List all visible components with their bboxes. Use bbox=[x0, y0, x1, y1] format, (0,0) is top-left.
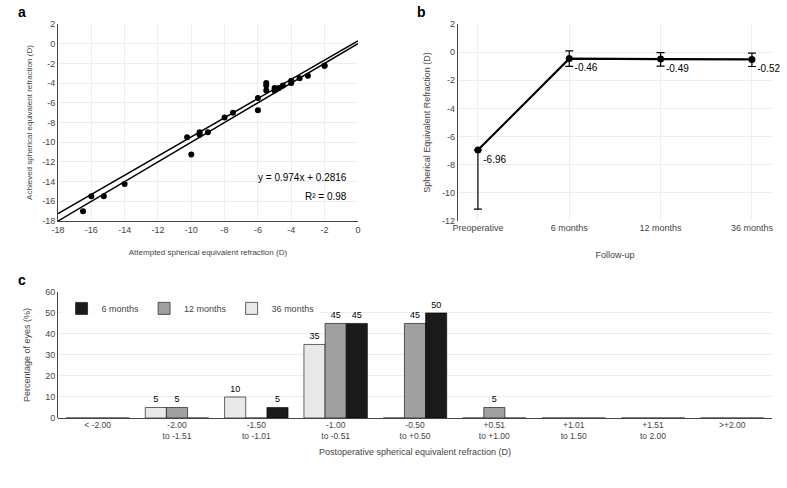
svg-text:-1.00to -0.51: -1.00to -0.51 bbox=[321, 420, 350, 441]
svg-text:-4: -4 bbox=[47, 78, 55, 88]
svg-text:< -2.00: < -2.00 bbox=[84, 420, 111, 430]
svg-text:5: 5 bbox=[174, 394, 179, 404]
svg-text:6 months: 6 months bbox=[551, 223, 589, 233]
svg-text:5: 5 bbox=[275, 394, 280, 404]
svg-text:5: 5 bbox=[492, 394, 497, 404]
svg-text:-2: -2 bbox=[447, 75, 455, 85]
svg-text:-10: -10 bbox=[42, 137, 55, 147]
svg-text:b: b bbox=[417, 4, 426, 20]
svg-text:60: 60 bbox=[45, 287, 55, 297]
svg-text:12 months: 12 months bbox=[640, 223, 683, 233]
svg-text:-6.96: -6.96 bbox=[483, 154, 506, 165]
svg-text:-8: -8 bbox=[221, 225, 229, 235]
svg-text:-16: -16 bbox=[42, 196, 55, 206]
svg-text:40: 40 bbox=[45, 329, 55, 339]
svg-text:45: 45 bbox=[410, 310, 420, 320]
svg-text:-18: -18 bbox=[51, 225, 64, 235]
svg-text:-0.52: -0.52 bbox=[757, 63, 780, 74]
svg-text:50: 50 bbox=[431, 300, 441, 310]
svg-text:-6: -6 bbox=[254, 225, 262, 235]
svg-text:36 months: 36 months bbox=[731, 223, 774, 233]
svg-text:-0.49: -0.49 bbox=[666, 63, 689, 74]
svg-text:6 months: 6 months bbox=[102, 304, 140, 314]
svg-text:-14: -14 bbox=[42, 177, 55, 187]
svg-text:y = 0.974x + 0.2816: y = 0.974x + 0.2816 bbox=[258, 172, 347, 183]
svg-text:-8: -8 bbox=[47, 118, 55, 128]
svg-text:36 months: 36 months bbox=[272, 304, 315, 314]
svg-text:-12: -12 bbox=[42, 157, 55, 167]
svg-text:0: 0 bbox=[450, 47, 455, 57]
svg-text:-2.00to -1.51: -2.00to -1.51 bbox=[163, 420, 192, 441]
svg-text:2: 2 bbox=[50, 19, 55, 29]
svg-text:30: 30 bbox=[45, 350, 55, 360]
svg-text:-0.46: -0.46 bbox=[575, 62, 598, 73]
svg-text:-8: -8 bbox=[447, 160, 455, 170]
svg-text:-2: -2 bbox=[321, 225, 329, 235]
svg-text:-2: -2 bbox=[47, 59, 55, 69]
svg-text:12 months: 12 months bbox=[184, 304, 227, 314]
svg-text:45: 45 bbox=[352, 310, 362, 320]
svg-text:+1.01to 1.50: +1.01to 1.50 bbox=[561, 420, 587, 441]
svg-text:5: 5 bbox=[153, 394, 158, 404]
svg-text:Follow-up: Follow-up bbox=[595, 250, 634, 260]
svg-text:Preoperative: Preoperative bbox=[452, 223, 503, 233]
svg-text:35: 35 bbox=[310, 331, 320, 341]
svg-text:-12: -12 bbox=[151, 225, 164, 235]
svg-text:-0.50to +0.50: -0.50to +0.50 bbox=[400, 420, 431, 441]
svg-text:0: 0 bbox=[50, 413, 55, 423]
svg-text:-4: -4 bbox=[447, 104, 455, 114]
svg-text:10: 10 bbox=[45, 392, 55, 402]
svg-text:>+2.00: >+2.00 bbox=[719, 420, 746, 430]
svg-text:-18: -18 bbox=[42, 216, 55, 226]
svg-text:Achieved spherical equivalent: Achieved spherical equivalent refraction… bbox=[25, 45, 34, 200]
svg-text:45: 45 bbox=[331, 310, 341, 320]
svg-text:-6: -6 bbox=[47, 98, 55, 108]
svg-text:-4: -4 bbox=[287, 225, 295, 235]
svg-text:-6: -6 bbox=[447, 132, 455, 142]
svg-text:Spherical Equivalent Refractio: Spherical Equivalent Refraction (D) bbox=[422, 52, 432, 193]
svg-text:-12: -12 bbox=[442, 216, 455, 226]
svg-text:-16: -16 bbox=[85, 225, 98, 235]
svg-text:2: 2 bbox=[450, 19, 455, 29]
svg-text:-14: -14 bbox=[118, 225, 131, 235]
svg-text:Attempted spherical equivalent: Attempted spherical equivalent refractio… bbox=[129, 248, 288, 257]
svg-text:Postoperative spherical equiva: Postoperative spherical equivalent refra… bbox=[319, 447, 511, 457]
svg-text:+0.51to +1.00: +0.51to +1.00 bbox=[479, 420, 510, 441]
svg-text:0: 0 bbox=[50, 39, 55, 49]
svg-text:c: c bbox=[18, 272, 26, 288]
svg-text:+1.51to 2.00: +1.51to 2.00 bbox=[640, 420, 666, 441]
svg-text:-10: -10 bbox=[442, 188, 455, 198]
svg-text:20: 20 bbox=[45, 371, 55, 381]
svg-text:-1.50to -1.01: -1.50to -1.01 bbox=[242, 420, 271, 441]
svg-text:10: 10 bbox=[230, 384, 240, 394]
svg-text:-10: -10 bbox=[185, 225, 198, 235]
svg-text:50: 50 bbox=[45, 308, 55, 318]
svg-text:Percentage of eyes (%): Percentage of eyes (%) bbox=[22, 308, 32, 402]
svg-text:a: a bbox=[18, 4, 26, 20]
svg-text:R² = 0.98: R² = 0.98 bbox=[305, 191, 347, 202]
svg-text:0: 0 bbox=[355, 225, 360, 235]
